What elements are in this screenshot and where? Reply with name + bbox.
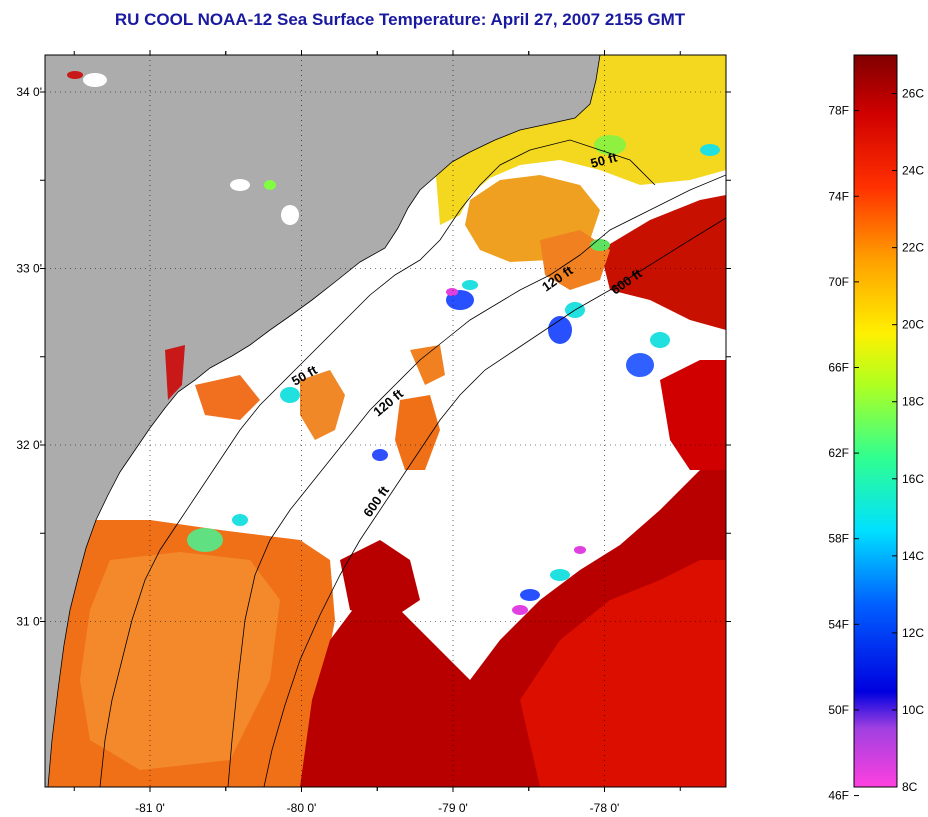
offshore-warm-east xyxy=(660,360,726,470)
graticule xyxy=(45,55,726,787)
green-speckle xyxy=(590,239,610,251)
fahrenheit-label: 62F xyxy=(828,446,849,460)
longitude-label: -79 0' xyxy=(438,801,468,815)
latitude-label: 33 0' xyxy=(16,262,42,276)
celsius-label: 22C xyxy=(902,241,924,255)
latitude-label: 31 0' xyxy=(16,615,42,629)
cloud-island xyxy=(281,205,299,225)
cyan-speckle xyxy=(280,387,300,403)
cloud-island xyxy=(83,73,107,87)
red-patch-coast xyxy=(165,345,185,400)
colorbar-frame xyxy=(853,54,898,788)
fahrenheit-label: 50F xyxy=(828,703,849,717)
nearshore-band xyxy=(436,55,726,225)
colorbar-gradient xyxy=(854,55,897,787)
fahrenheit-label: 58F xyxy=(828,532,849,546)
blue-speckle xyxy=(626,353,654,377)
magenta-speckle xyxy=(446,288,458,296)
fahrenheit-label: 74F xyxy=(828,189,849,203)
red-speckle xyxy=(67,71,83,79)
celsius-label: 20C xyxy=(902,318,924,332)
blue-speckle xyxy=(520,589,540,601)
map-frame xyxy=(44,54,727,788)
green-speckle xyxy=(187,528,223,552)
celsius-label: 8C xyxy=(902,780,918,794)
contour-label: 50 ft xyxy=(589,149,619,171)
celsius-label: 12C xyxy=(902,626,924,640)
celsius-label: 18C xyxy=(902,395,924,409)
cyan-speckle xyxy=(550,569,570,581)
orange-patch-4 xyxy=(195,375,260,420)
map-axes: 34 0' 33 0' 32 0' 31 0' -81 0' -80 0' -79 0' -7… xyxy=(16,50,731,815)
offshore-warm-ne xyxy=(600,195,726,330)
contour-120ft xyxy=(227,174,726,787)
latitude-label: 34 0' xyxy=(16,85,42,99)
sst-map xyxy=(45,55,726,787)
magenta-speckle xyxy=(574,546,586,554)
fahrenheit-label: 54F xyxy=(828,617,849,631)
temperature-colorbar: 26C 24C 22C 20C 18C 16C 14C 12C 10C 8C 78F 74F 70F 66… xyxy=(828,54,924,803)
coastline xyxy=(47,55,601,787)
orange-patch-2 xyxy=(395,395,440,470)
gulf-stream-inner xyxy=(520,560,726,787)
celsius-label: 10C xyxy=(902,703,924,717)
celsius-label: 16C xyxy=(902,472,924,486)
fahrenheit-label: 78F xyxy=(828,104,849,118)
celsius-label: 24C xyxy=(902,164,924,178)
magenta-speckle xyxy=(512,605,528,615)
shelf-warm-highlight xyxy=(80,552,280,770)
contour-50ft xyxy=(99,139,656,787)
contour-600ft xyxy=(263,217,726,787)
green-speckle xyxy=(264,180,276,190)
colorbar-ticks: 26C 24C 22C 20C 18C 16C 14C 12C 10C 8C 78F 74F 70F 66… xyxy=(828,87,924,803)
green-speckle xyxy=(594,135,626,155)
orange-patch-1 xyxy=(300,370,345,440)
longitude-label: -80 0' xyxy=(287,801,317,815)
cyan-speckle xyxy=(700,144,720,156)
latitude-label: 32 0' xyxy=(16,438,42,452)
land-mass xyxy=(45,55,600,787)
celsius-label: 14C xyxy=(902,549,924,563)
fahrenheit-label: 66F xyxy=(828,360,849,374)
blue-speckle xyxy=(372,449,388,461)
cloud-island xyxy=(230,179,250,191)
cyan-speckle xyxy=(650,332,670,348)
orange-patch-3 xyxy=(410,345,445,385)
blue-speckle xyxy=(548,316,572,344)
cyan-speckle xyxy=(232,514,248,526)
map-title: RU COOL NOAA-12 Sea Surface Temperature:… xyxy=(114,10,686,29)
cool-water-speckles xyxy=(67,71,720,615)
fahrenheit-label: 70F xyxy=(828,275,849,289)
gulf-stream-patch xyxy=(340,540,420,620)
celsius-label: 26C xyxy=(902,87,924,101)
longitude-label: -78 0' xyxy=(590,801,620,815)
cyan-speckle xyxy=(462,280,478,290)
longitude-label: -81 0' xyxy=(135,801,165,815)
fahrenheit-label: 46F xyxy=(828,789,849,803)
